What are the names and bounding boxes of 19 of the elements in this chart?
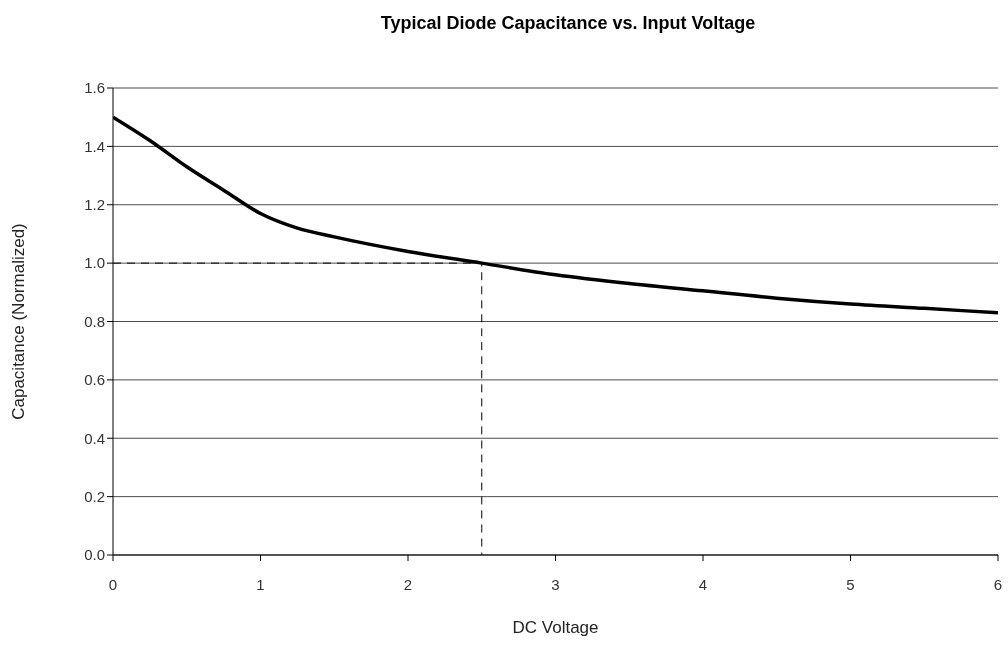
x-tick-label: 2 [403, 575, 413, 593]
y-tick-label: 0.8 [84, 312, 105, 330]
y-tick-label: 0.0 [84, 546, 105, 564]
y-tick-label: 1.2 [84, 196, 105, 214]
y-tick-label: 0.4 [84, 429, 105, 447]
x-tick-label: 1 [256, 575, 265, 593]
y-tick-label: 0.2 [84, 487, 105, 505]
x-axis-title: DC Voltage [512, 618, 599, 637]
x-tick-label: 4 [698, 575, 708, 593]
x-tick-label: 6 [993, 575, 1003, 593]
y-tick-label: 1.4 [84, 137, 105, 155]
x-tick-label: 0 [108, 575, 118, 593]
y-tick-label: 0.6 [84, 371, 105, 389]
x-tick-label: 5 [846, 575, 855, 593]
y-tick-label: 1.0 [84, 254, 105, 272]
x-tick-label: 3 [551, 575, 560, 593]
y-tick-label: 1.6 [84, 79, 105, 97]
chart-title: Typical Diode Capacitance vs. Input Voltage [379, 12, 757, 35]
y-axis-title: Capacitance (Normalized) [9, 223, 29, 420]
